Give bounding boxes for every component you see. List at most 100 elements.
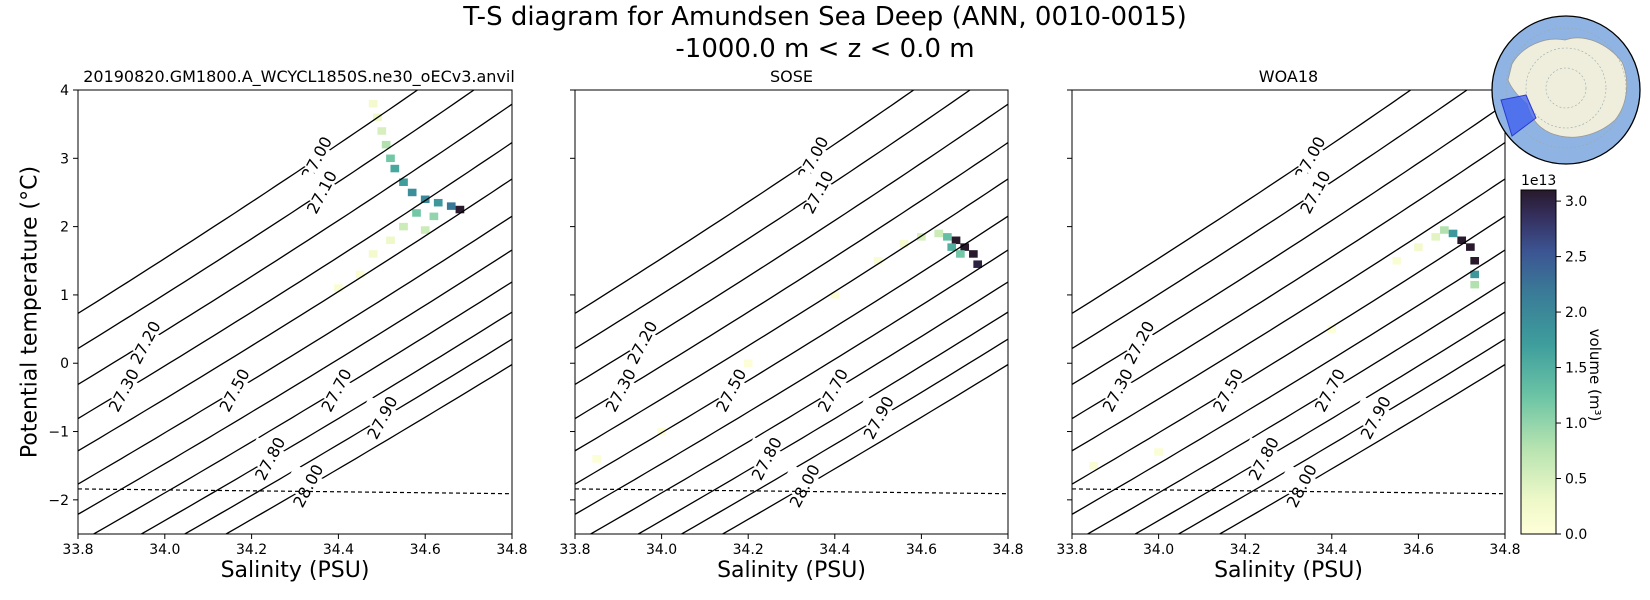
colorbar-tick-label: 0.0 xyxy=(1565,527,1587,543)
volume-cell xyxy=(947,243,957,251)
volume-cell xyxy=(412,209,421,217)
isopycnal-27.30 xyxy=(1072,141,1505,420)
volume-cell xyxy=(381,140,391,149)
panel-title-woa18: WOA18 xyxy=(1258,67,1319,86)
isopycnal-label: 27.60 xyxy=(1625,133,1650,182)
x-tick-label: 34.2 xyxy=(1230,542,1261,558)
plot-area-1: 27.0027.1027.2027.3027.4027.5027.6027.70… xyxy=(575,90,1057,534)
y-tick-label: 4 xyxy=(60,83,69,99)
isopycnal-28.00 xyxy=(722,363,1008,534)
volume-cell xyxy=(899,239,909,248)
volume-cell xyxy=(1089,461,1098,470)
isopycnal-27.90 xyxy=(1178,338,1505,534)
x-axis-label-model: Salinity (PSU) xyxy=(220,558,370,583)
x-tick-label: 34.6 xyxy=(1403,542,1434,558)
volume-cell xyxy=(969,250,978,258)
x-tick-label: 34.2 xyxy=(733,542,764,558)
isopycnal-27.50 xyxy=(575,215,1008,485)
volume-cell xyxy=(420,226,430,234)
volume-cell xyxy=(1470,257,1480,265)
y-tick-label: −2 xyxy=(48,493,69,509)
isopycnal-label: 27.40 xyxy=(1019,133,1057,182)
isopycnal-27.10 xyxy=(575,90,971,350)
volume-cell xyxy=(951,236,961,245)
volume-cell xyxy=(956,250,965,258)
isopycnal-27.40 xyxy=(1072,178,1505,452)
x-tick-label: 34.4 xyxy=(819,542,850,558)
x-tick-label: 34.8 xyxy=(1489,542,1520,558)
y-tick-label: 0 xyxy=(60,356,69,372)
volume-cell xyxy=(934,229,944,238)
x-tick-label: 33.8 xyxy=(62,542,93,558)
x-tick-label: 34.6 xyxy=(906,542,937,558)
isopycnal-28.00 xyxy=(225,363,512,534)
isopycnal-27.60 xyxy=(78,249,512,516)
volume-cell xyxy=(390,164,400,173)
colorbar-bar xyxy=(1520,189,1557,535)
volume-cell xyxy=(743,359,753,367)
isopycnal-27.40 xyxy=(78,178,512,452)
volume-cell xyxy=(407,188,417,197)
axes-frame xyxy=(574,89,1009,535)
volume-cell xyxy=(377,127,387,135)
x-tick-label: 33.8 xyxy=(1056,542,1087,558)
volume-cell xyxy=(1431,233,1441,241)
isopycnal-27.90 xyxy=(184,338,512,534)
x-tick-label: 34.0 xyxy=(1143,542,1174,558)
volume-cell xyxy=(1414,243,1423,251)
isopycnal-27.20 xyxy=(575,103,1008,386)
x-tick-label: 33.8 xyxy=(559,542,590,558)
volume-cell xyxy=(368,250,378,258)
freezing-line xyxy=(78,488,512,495)
y-axis-label: Potential temperature (°C) xyxy=(17,165,43,459)
plot-area-0: 27.0027.1027.2027.3027.4027.5027.6027.70… xyxy=(78,90,670,534)
volume-cell xyxy=(1466,243,1475,251)
x-axis-label-sose: Salinity (PSU) xyxy=(717,558,866,583)
plot-area-2: 27.0027.1027.2027.3027.4027.5027.6027.70… xyxy=(1072,90,1650,534)
isopycnal-27.80 xyxy=(637,311,1008,534)
volume-cell xyxy=(399,222,408,231)
y-tick-label: 1 xyxy=(60,288,69,304)
panel-1: 27.0027.1027.2027.3027.4027.5027.6027.70… xyxy=(559,89,1057,558)
x-tick-label: 34.8 xyxy=(992,542,1023,558)
panel-title-model: 20190820.GM1800.A_WCYCL1850S.ne30_oECv3.… xyxy=(83,67,515,86)
volume-cell xyxy=(960,243,970,251)
volume-cell xyxy=(592,455,601,463)
volume-cell xyxy=(334,284,343,292)
axes-frame xyxy=(1071,89,1506,535)
isopycnal-27.90 xyxy=(681,338,1008,534)
isopycnal-28.00 xyxy=(1219,363,1505,534)
volume-cell xyxy=(1392,257,1402,265)
isopycnal-27.20 xyxy=(1072,103,1505,386)
isopycnal-27.70 xyxy=(93,281,512,534)
volume-cell xyxy=(433,198,443,207)
volume-cell xyxy=(399,178,408,186)
panel-title-sose: SOSE xyxy=(769,67,813,86)
x-tick-label: 34.4 xyxy=(1316,542,1347,558)
volume-cell xyxy=(1470,280,1480,289)
volume-cell xyxy=(368,99,378,108)
colorbar-tick-label: 0.5 xyxy=(1565,472,1587,488)
colorbar-tick-label: 3.0 xyxy=(1565,194,1587,210)
amundsen-region xyxy=(1500,94,1537,137)
volume-cell xyxy=(386,236,395,245)
colorbar-label: volume (m³) xyxy=(1586,328,1604,422)
colorbar-tick-label: 1.5 xyxy=(1565,361,1587,377)
volume-cell xyxy=(873,257,883,265)
x-tick-label: 34.0 xyxy=(149,542,180,558)
x-tick-label: 34.2 xyxy=(236,542,267,558)
x-axis-label-woa18: Salinity (PSU) xyxy=(1214,558,1363,583)
volume-cell xyxy=(657,427,666,436)
colorbar-tick-label: 2.0 xyxy=(1565,305,1587,321)
volume-cell xyxy=(917,233,926,241)
isopycnal-27.10 xyxy=(1072,90,1468,350)
isopycnal-27.60 xyxy=(1072,249,1505,516)
volume-cell xyxy=(830,291,840,299)
isopycnal-27.10 xyxy=(78,90,475,350)
y-tick-label: 2 xyxy=(60,220,69,236)
isopycnal-27.30 xyxy=(575,141,1008,420)
isopycnal-27.70 xyxy=(590,281,1008,534)
colorbar-tick-label: 2.5 xyxy=(1565,250,1587,266)
isopycnal-label: 27.60 xyxy=(632,133,670,182)
